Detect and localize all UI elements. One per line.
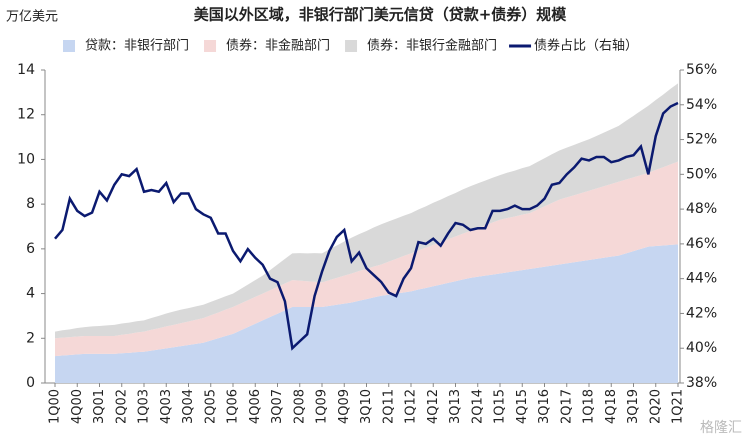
- legend-label: 贷款：非银行部门: [85, 39, 189, 54]
- x-tick-label: 1Q15: [493, 389, 508, 424]
- area: [55, 244, 678, 383]
- x-tick-label: 3Q07: [270, 389, 285, 424]
- y-tick-label: 14: [17, 62, 35, 78]
- x-tick-label: 2Q20: [648, 389, 663, 424]
- y2-tick-label: 56%: [686, 62, 717, 78]
- y-tick-label: 6: [26, 241, 35, 257]
- y2-tick-label: 52%: [686, 132, 717, 148]
- y-tick-label: 2: [26, 330, 35, 346]
- chart-title: 美国以外区域，非银行部门美元信贷（贷款+债券）规模: [194, 6, 568, 24]
- x-tick-label: 2Q17: [559, 389, 574, 424]
- x-tick-label: 3Q10: [359, 389, 374, 424]
- legend-label: 债券占比（右轴）: [534, 38, 638, 54]
- x-tick-label: 1Q18: [582, 389, 597, 424]
- legend-label: 债券：非金融部门: [226, 38, 330, 54]
- x-tick-label: 1Q03: [137, 389, 152, 424]
- x-tick-label: 4Q15: [515, 389, 530, 424]
- x-tick-label: 3Q01: [92, 389, 107, 424]
- area: [55, 161, 678, 357]
- y2-tick-label: 48%: [686, 201, 717, 217]
- y-tick-label: 8: [26, 196, 35, 212]
- x-tick-label: 1Q00: [48, 389, 63, 424]
- x-tick-label: 1Q09: [315, 389, 330, 424]
- x-tick-label: 1Q12: [404, 389, 419, 424]
- x-tick-label: 3Q16: [537, 389, 552, 424]
- y2-tick-label: 50%: [686, 166, 717, 182]
- x-tick-label: 4Q09: [337, 389, 352, 424]
- x-tick-label: 2Q14: [470, 389, 485, 424]
- x-tick-label: 2Q11: [381, 389, 396, 424]
- y2-tick-label: 44%: [686, 271, 717, 287]
- line: [54, 101, 679, 351]
- legend-swatch: [204, 40, 217, 52]
- x-tick-label: 4Q03: [159, 389, 174, 424]
- x-tick-label: 3Q04: [181, 389, 196, 424]
- y-tick-label: 4: [26, 286, 35, 302]
- legend-label: 债券：非银行金融部门: [367, 38, 497, 54]
- x-tick-label: 2Q05: [203, 389, 218, 424]
- x-tick-label: 4Q06: [248, 389, 263, 424]
- x-tick-label: 4Q18: [604, 389, 619, 424]
- y2-tick-label: 38%: [686, 375, 717, 391]
- y2-tick-label: 42%: [686, 305, 717, 321]
- y2-tick-label: 40%: [686, 340, 717, 356]
- x-tick-label: 3Q13: [448, 389, 463, 424]
- legend-swatch: [345, 40, 358, 52]
- x-tick-label: 3Q19: [626, 389, 641, 424]
- x-tick-label: 4Q00: [70, 389, 85, 424]
- x-tick-label: 2Q08: [292, 389, 307, 424]
- y-tick-label: 0: [26, 375, 35, 391]
- y-axis-label: 万亿美元: [6, 10, 58, 25]
- y2-tick-label: 46%: [686, 236, 717, 252]
- x-tick-label: 1Q21: [671, 389, 686, 424]
- x-tick-label: 1Q06: [226, 389, 241, 424]
- y2-tick-label: 54%: [686, 97, 717, 113]
- y-tick-label: 10: [17, 151, 35, 167]
- legend-swatch: [63, 40, 75, 52]
- watermark: 格隆汇: [700, 420, 742, 436]
- x-tick-label: 4Q12: [426, 389, 441, 424]
- x-tick-label: 2Q02: [114, 389, 129, 424]
- y-tick-label: 12: [17, 107, 35, 123]
